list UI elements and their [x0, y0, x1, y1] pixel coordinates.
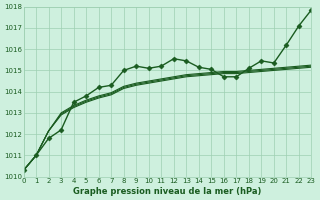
X-axis label: Graphe pression niveau de la mer (hPa): Graphe pression niveau de la mer (hPa) [73, 187, 262, 196]
